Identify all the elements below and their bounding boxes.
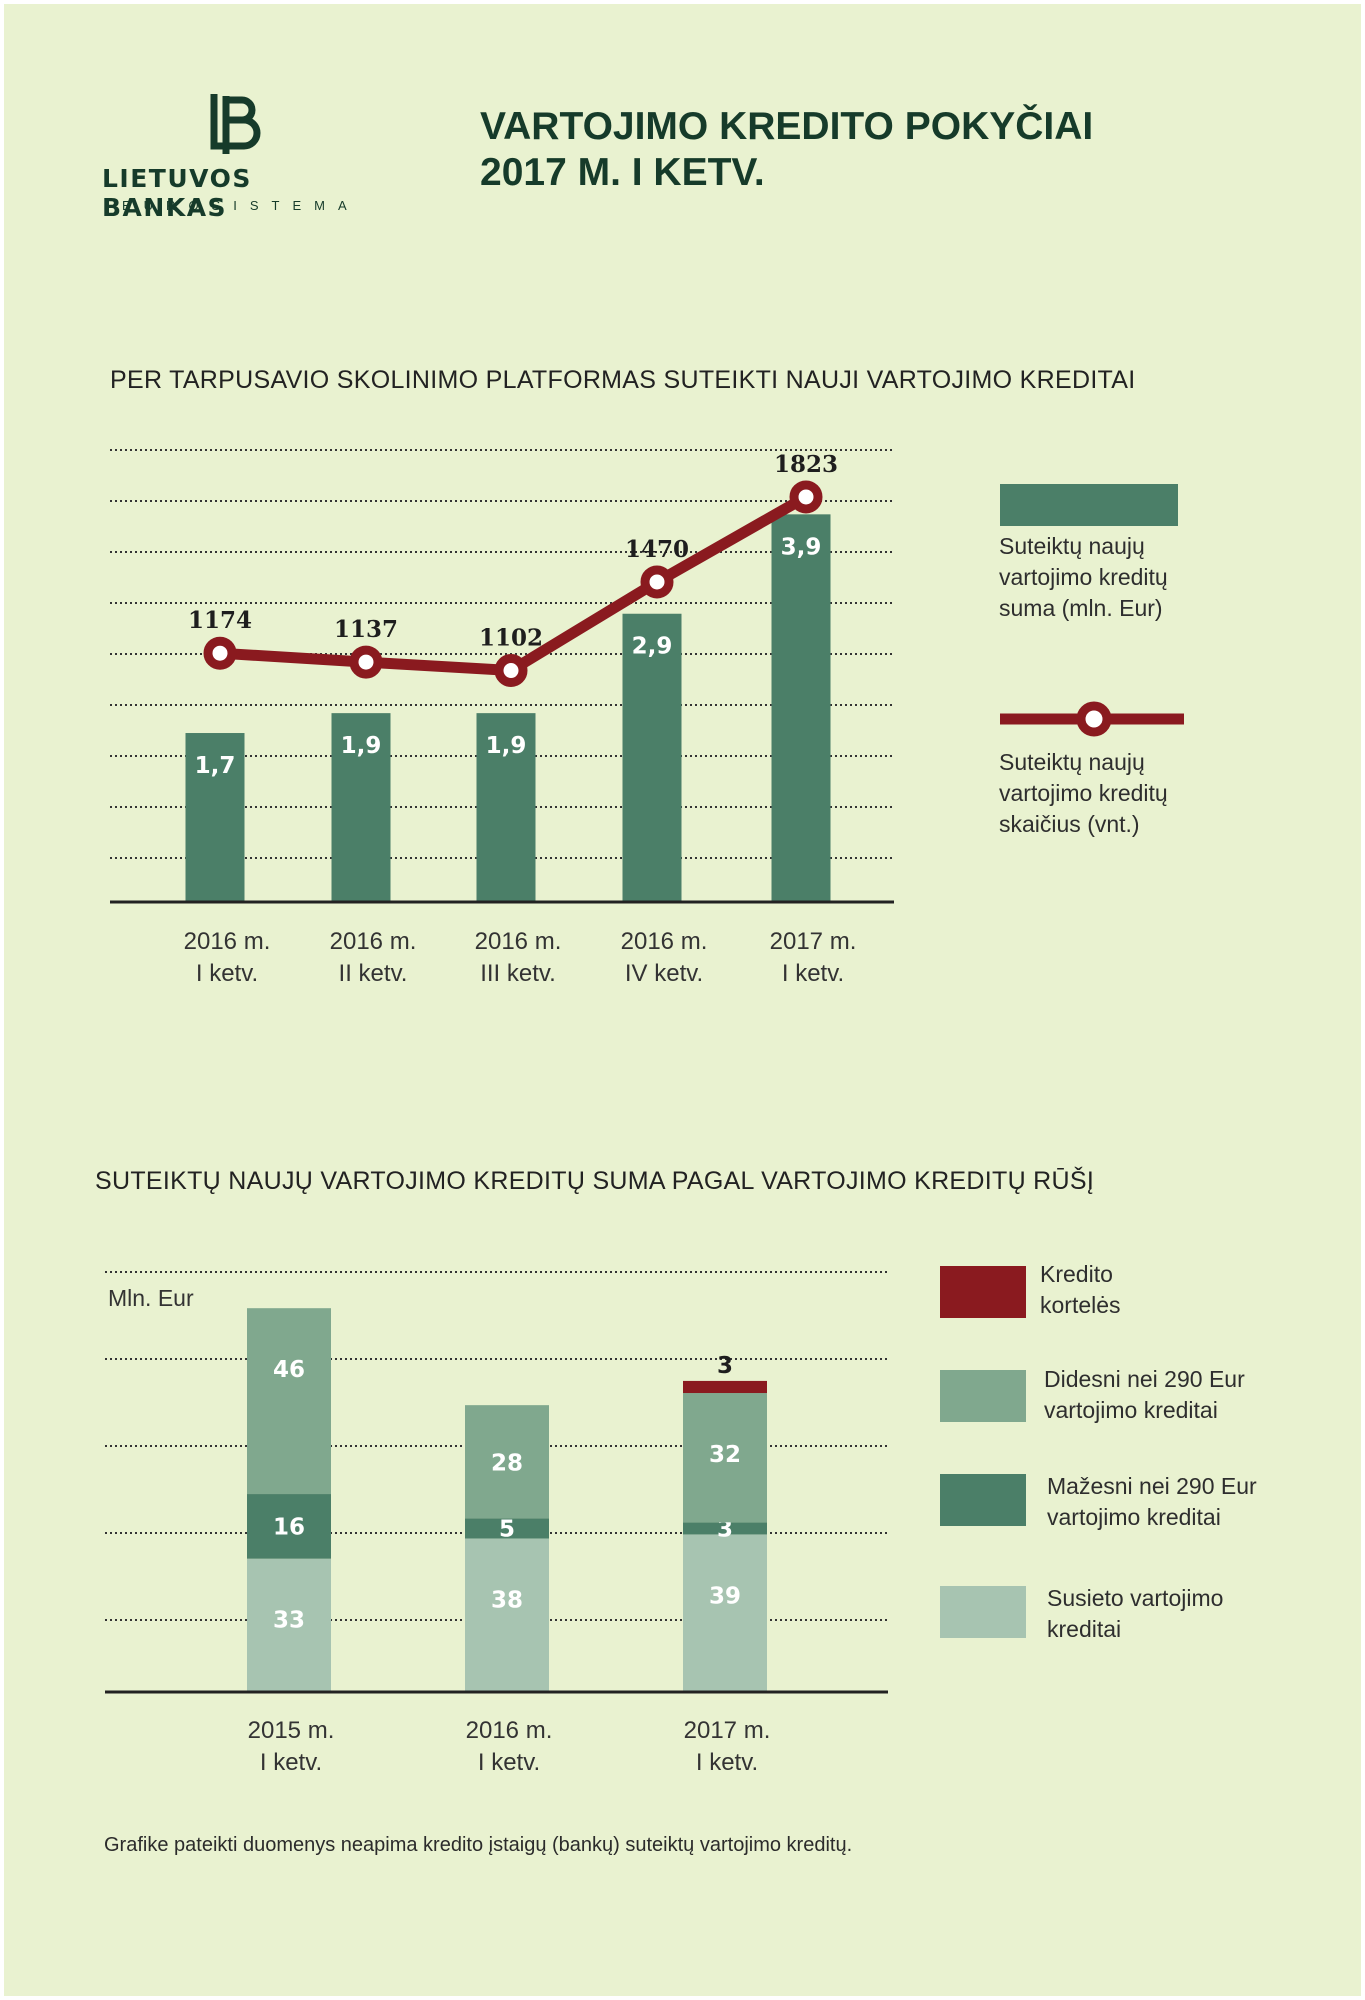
infographic-page: LIETUVOS BANKAS EUROSISTEMA VARTOJIMO KR… <box>4 4 1361 1996</box>
chart2-y-unit-label: Mln. Eur <box>108 1285 194 1311</box>
chart2-bar-segment <box>683 1522 767 1535</box>
chart1-legend-point-swatch <box>1076 701 1112 737</box>
chart1-bar-label: 1,9 <box>486 733 527 759</box>
legend-line: kortelės <box>1040 1292 1121 1318</box>
chart2-segment-label: 5 <box>499 1516 515 1542</box>
chart1-line-label: 1102 <box>479 625 543 652</box>
chart1-bar-line-chart: 1,7 2016 m. I ketv. 1,9 2016 m. II ketv. 1,9 20… <box>110 449 1184 987</box>
chart1-bar <box>185 733 245 902</box>
logo-subtitle: EUROSISTEMA <box>122 198 360 213</box>
legend-line: Kredito <box>1040 1261 1113 1287</box>
chart2-x-tick-label: 2015 m. <box>248 1717 335 1744</box>
chart2-segment-label: 39 <box>709 1583 741 1609</box>
chart2-bar-segment <box>465 1538 549 1692</box>
title-line-1: VARTOJIMO KREDITO POKYČIAI <box>480 105 1094 148</box>
chart1-line-label: 1174 <box>188 607 252 634</box>
chart2-x-tick-label: I ketv. <box>696 1749 758 1776</box>
chart1-line-point <box>203 636 237 670</box>
chart1-bar <box>476 713 536 902</box>
chart2-legend-swatch-cards <box>940 1266 1026 1318</box>
chart2-bar-segment <box>683 1534 767 1692</box>
page-title: VARTOJIMO KREDITO POKYČIAI 2017 M. I KET… <box>480 104 1300 196</box>
chart2-segment-label: 28 <box>491 1451 523 1477</box>
title-line-2: 2017 M. I KETV. <box>480 151 765 194</box>
chart2-legend-label-large: Didesni nei 290 Eur vartojimo kreditai <box>1044 1364 1304 1426</box>
chart2-segment-label: 33 <box>273 1608 305 1634</box>
chart1-line-point <box>349 645 383 679</box>
chart2-title: SUTEIKTŲ NAUJŲ VARTOJIMO KREDITŲ SUMA PA… <box>95 1167 1095 1195</box>
chart2-x-tick-label: 2017 m. <box>684 1717 771 1744</box>
legend-line: skaičius (vnt.) <box>999 811 1140 837</box>
chart2-legend-swatch-linked <box>940 1586 1026 1638</box>
chart2-bar-segment <box>683 1393 767 1523</box>
legend-line: Suteiktų naujų <box>999 749 1145 775</box>
chart2-segment-label: 16 <box>273 1514 305 1540</box>
chart1-legend-bar-label: Suteiktų naujų vartojimo kreditų suma (m… <box>999 531 1259 624</box>
chart2-x-tick-label: I ketv. <box>478 1749 540 1776</box>
chart2-legend-label-linked: Susieto vartojimo kreditai <box>1047 1583 1307 1645</box>
chart1-legend-line-label: Suteiktų naujų vartojimo kreditų skaičiu… <box>999 747 1259 840</box>
chart1-x-tick-label: IV ketv. <box>625 960 703 987</box>
chart2-segment-label: 3 <box>717 1516 733 1542</box>
chart2-segment-label: 3 <box>717 1353 733 1379</box>
chart1-x-tick-label: I ketv. <box>196 960 258 987</box>
chart1-legend-bar-swatch <box>1000 484 1178 526</box>
chart1-line-label: 1823 <box>774 451 838 478</box>
chart1-line-point <box>640 565 674 599</box>
bank-emblem-icon <box>210 94 261 154</box>
chart2-x-tick-label: 2016 m. <box>466 1717 553 1744</box>
legend-line: Didesni nei 290 Eur <box>1044 1366 1245 1392</box>
chart1-bar-label: 2,9 <box>632 634 673 660</box>
chart1-bar <box>771 514 831 902</box>
chart2-bar-segment <box>247 1558 331 1692</box>
chart2-segment-label: 32 <box>709 1442 741 1468</box>
bank-logo: LIETUVOS BANKAS EUROSISTEMA <box>102 88 372 222</box>
legend-line: vartojimo kreditai <box>1044 1397 1218 1423</box>
chart1-line-point <box>789 480 823 514</box>
legend-line: vartojimo kreditų <box>999 780 1168 806</box>
chart1-x-tick-label: II ketv. <box>339 960 408 987</box>
legend-line: suma (mln. Eur) <box>999 595 1163 621</box>
legend-line: vartojimo kreditų <box>999 564 1168 590</box>
legend-line: Mažesni nei 290 Eur <box>1047 1473 1257 1499</box>
logo-name: LIETUVOS BANKAS <box>102 164 252 222</box>
chart1-x-tick-label: 2016 m. <box>475 928 562 955</box>
chart1-bar-label: 1,7 <box>195 753 236 779</box>
chart2-legend-swatch-small <box>940 1474 1026 1526</box>
chart1-bar <box>622 613 682 902</box>
chart1-bar <box>331 713 391 902</box>
chart2-bar-segment <box>465 1405 549 1519</box>
chart1-line-label: 1137 <box>334 616 398 643</box>
chart1-x-tick-label: 2016 m. <box>621 928 708 955</box>
chart2-bar-segment <box>465 1518 549 1539</box>
chart2-legend-swatch-large <box>940 1370 1026 1422</box>
chart2-segment-label: 46 <box>273 1357 305 1383</box>
legend-line: Suteiktų naujų <box>999 533 1145 559</box>
chart1-bar-label: 3,9 <box>781 534 822 560</box>
chart2-legend-label-small: Mažesni nei 290 Eur vartojimo kreditai <box>1047 1471 1307 1533</box>
chart2-bar-segment <box>683 1380 767 1394</box>
chart1-title: PER TARPUSAVIO SKOLINIMO PLATFORMAS SUTE… <box>110 366 1136 394</box>
chart2-legend-label-cards: Kredito kortelės <box>1040 1259 1300 1321</box>
chart1-x-tick-label: I ketv. <box>782 960 844 987</box>
chart2-bar-segment <box>247 1494 331 1559</box>
legend-line: vartojimo kreditai <box>1047 1504 1221 1530</box>
chart2-segment-label: 38 <box>491 1587 523 1613</box>
legend-line: kreditai <box>1047 1616 1122 1642</box>
footnote: Grafike pateikti duomenys neapima kredit… <box>104 1834 853 1856</box>
chart1-x-tick-label: 2016 m. <box>184 928 271 955</box>
chart1-line-point <box>494 654 528 688</box>
chart1-x-tick-label: 2016 m. <box>330 928 417 955</box>
chart1-bar-label: 1,9 <box>341 733 382 759</box>
chart1-line-label: 1470 <box>625 536 689 563</box>
chart2-x-tick-label: I ketv. <box>260 1749 322 1776</box>
chart2-bar-segment <box>247 1308 331 1495</box>
legend-line: Susieto vartojimo <box>1047 1585 1224 1611</box>
chart1-x-tick-label: III ketv. <box>480 960 556 987</box>
chart1-x-tick-label: 2017 m. <box>770 928 857 955</box>
